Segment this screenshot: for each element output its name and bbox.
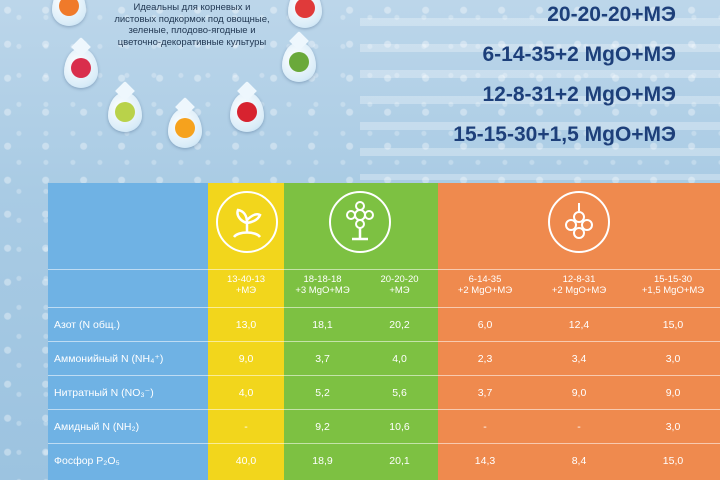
separator	[48, 307, 720, 308]
table-cell: 12,4	[568, 319, 590, 331]
table-cell: 15,0	[662, 319, 684, 331]
formula-list: 20-20-20+МЭ 6-14-35+2 MgO+МЭ 12-8-31+2 M…	[453, 4, 676, 164]
apple-drop-icon	[230, 92, 264, 132]
col-header-4: 6-14-35 +2 MgO+МЭ	[457, 274, 513, 296]
table-cell: 14,3	[474, 455, 496, 467]
berries-icon	[548, 191, 610, 253]
row-label-ammonium: Аммонийный N (NH₄⁺)	[54, 353, 164, 365]
table-cell: 3,7	[477, 387, 493, 399]
row-label-amide: Амидный N (NH₂)	[54, 421, 140, 433]
table-cell: 20,1	[389, 455, 410, 467]
col-header-3: 20-20-20 +МЭ	[380, 274, 419, 296]
table-cell: 3,4	[571, 353, 587, 365]
col-header-6: 15-15-30 +1,5 MgO+МЭ	[641, 274, 705, 296]
table-cell: 3,0	[665, 421, 681, 433]
table-cell: 9,0	[665, 387, 681, 399]
formula-2: 6-14-35+2 MgO+МЭ	[482, 43, 676, 66]
composition-table: 13-40-13 +МЭ 18-18-18 +3 MgO+МЭ 20-20-20 +М…	[48, 183, 720, 480]
table-cell: 4,0	[392, 353, 407, 365]
apricot-drop-icon	[168, 108, 202, 148]
radish-drop-icon	[64, 48, 98, 88]
table-cell: 40,0	[235, 455, 257, 467]
table-cell: 18,9	[312, 455, 333, 467]
table-cell: -	[577, 421, 581, 433]
table-cell: 6,0	[477, 319, 493, 331]
row-label-nitrogen-total: Азот (N общ.)	[54, 319, 120, 331]
flower-icon	[329, 191, 391, 253]
carrot-drop-icon	[52, 0, 86, 26]
strawberry-drop-icon	[288, 0, 322, 28]
table-cell: 15,0	[662, 455, 684, 467]
row-label-phosphorus: Фосфор P₂O₅	[54, 455, 120, 467]
row-label-nitrate: Нитратный N (NO₃⁻)	[54, 387, 154, 399]
intro-text: Идеальны для корневых и листовых подкорм…	[114, 2, 270, 48]
col-header-5: 12-8-31 +2 MgO+МЭ	[551, 274, 607, 296]
table-cell: 8,4	[571, 455, 587, 467]
formula-4: 15-15-30+1,5 MgO+МЭ	[453, 123, 676, 146]
table-cell: 3,0	[665, 353, 681, 365]
table-cell: 9,0	[238, 353, 254, 365]
formula-1: 20-20-20+МЭ	[547, 3, 676, 26]
table-cell: 2,3	[477, 353, 493, 365]
separator	[48, 409, 720, 410]
table-cell: 9,0	[571, 387, 587, 399]
formula-3: 12-8-31+2 MgO+МЭ	[482, 83, 676, 106]
table-cell: 4,0	[238, 387, 254, 399]
col-header-2: 18-18-18 +3 MgO+МЭ	[295, 274, 350, 296]
table-cell: 20,2	[389, 319, 410, 331]
col-header-1: 13-40-13 +МЭ	[226, 274, 266, 296]
table-cell: 5,2	[315, 387, 330, 399]
table-cell: 3,7	[315, 353, 330, 365]
sprout-icon	[216, 191, 278, 253]
separator	[48, 269, 720, 270]
table-cell: 13,0	[235, 319, 257, 331]
stripes-decoration	[360, 0, 720, 180]
separator	[48, 375, 720, 376]
table-cell: 9,2	[315, 421, 330, 433]
table-cell: -	[244, 421, 248, 433]
table-cell: 5,6	[392, 387, 407, 399]
table-cell: -	[483, 421, 487, 433]
cucumber-drop-icon	[282, 42, 316, 82]
grapes-drop-icon	[108, 92, 142, 132]
separator	[48, 341, 720, 342]
label-column-bg	[48, 183, 208, 480]
table-cell: 10,6	[389, 421, 410, 433]
table-cell: 18,1	[312, 319, 333, 331]
separator	[48, 443, 720, 444]
